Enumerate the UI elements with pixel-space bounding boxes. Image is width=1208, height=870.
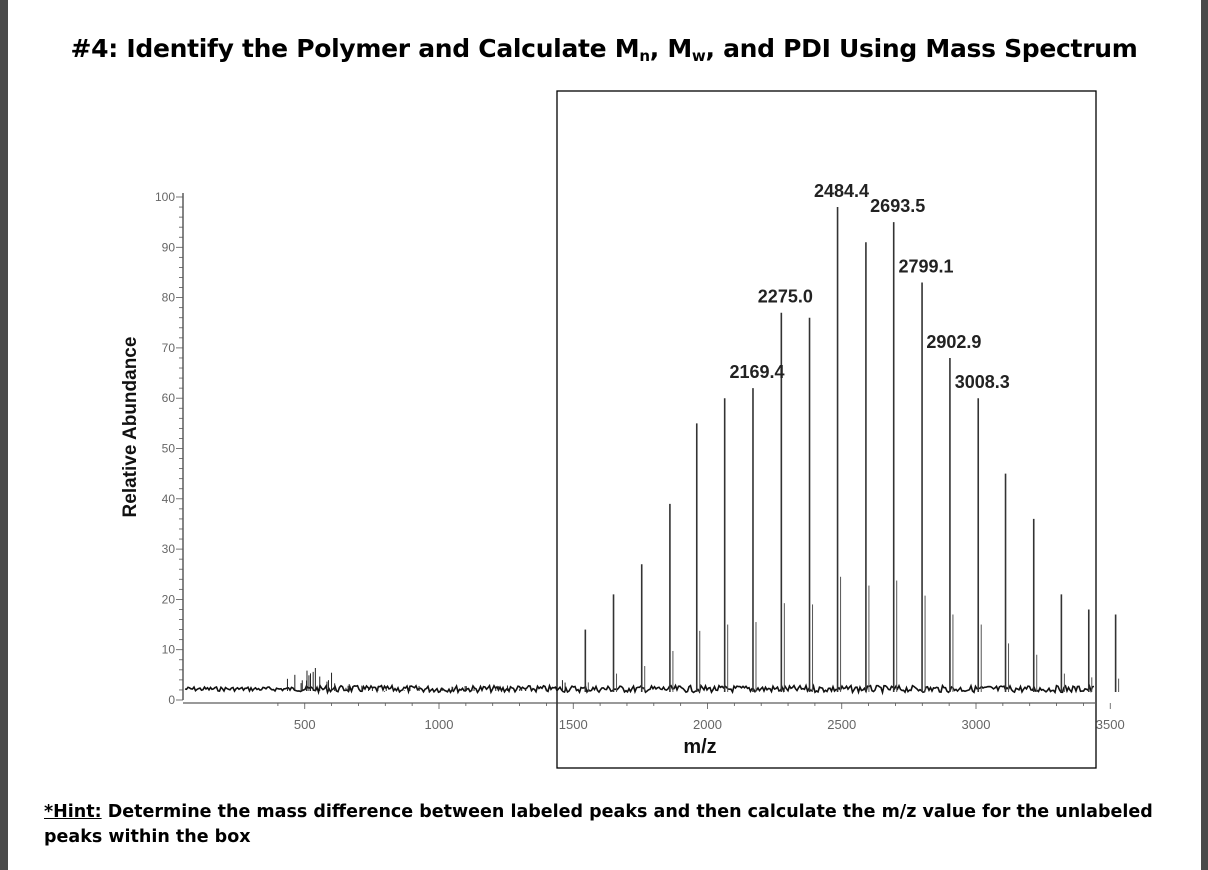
- y-tick-label: 20: [162, 592, 176, 606]
- page-edge-right: [1201, 0, 1208, 870]
- y-axis-label: Relative Abundance: [120, 337, 141, 518]
- peak-label: 2799.1: [899, 257, 954, 277]
- y-tick-label: 50: [162, 442, 176, 456]
- x-tick-label: 500: [294, 717, 316, 732]
- peak-label: 2275.0: [758, 287, 813, 307]
- peak-label: 2693.5: [870, 196, 925, 216]
- y-tick-label: 80: [162, 291, 176, 305]
- peak-label: 2484.4: [814, 181, 869, 201]
- x-tick-label: 1500: [559, 717, 588, 732]
- x-axis: 500 1000 1500 2000 2500 3000 3500: [183, 702, 1125, 732]
- x-tick-label: 1000: [425, 717, 454, 732]
- page-edge-left: [0, 0, 8, 870]
- peak-series: [584, 207, 1120, 692]
- y-tick-label: 40: [162, 492, 176, 506]
- page-title: #4: Identify the Polymer and Calculate M…: [70, 34, 1138, 65]
- peak-label: 3008.3: [955, 372, 1010, 392]
- y-tick-label: 90: [162, 240, 176, 254]
- y-tick-label: 10: [162, 643, 176, 657]
- y-tick-label: 100: [155, 190, 175, 204]
- x-tick-label: 2000: [693, 717, 722, 732]
- peak-label: 2902.9: [926, 332, 981, 352]
- x-axis-label: m/z: [683, 736, 716, 758]
- hint-text: *Hint: Determine the mass difference bet…: [44, 802, 1153, 847]
- baseline-noise: [184, 667, 1095, 696]
- x-tick-label: 3000: [962, 717, 991, 732]
- baseline-trace: [184, 683, 1095, 696]
- y-axis: 0 10 20 30 40 50 60 70 80 90 100: [155, 190, 184, 707]
- y-tick-label: 70: [162, 341, 176, 355]
- y-tick-label: 30: [162, 542, 176, 556]
- y-tick-label: 0: [168, 693, 175, 707]
- highlight-box: [556, 90, 1097, 769]
- y-tick-label: 60: [162, 391, 176, 405]
- peak-label: 2169.4: [729, 362, 784, 382]
- x-tick-label: 2500: [827, 717, 856, 732]
- x-tick-label: 3500: [1096, 717, 1125, 732]
